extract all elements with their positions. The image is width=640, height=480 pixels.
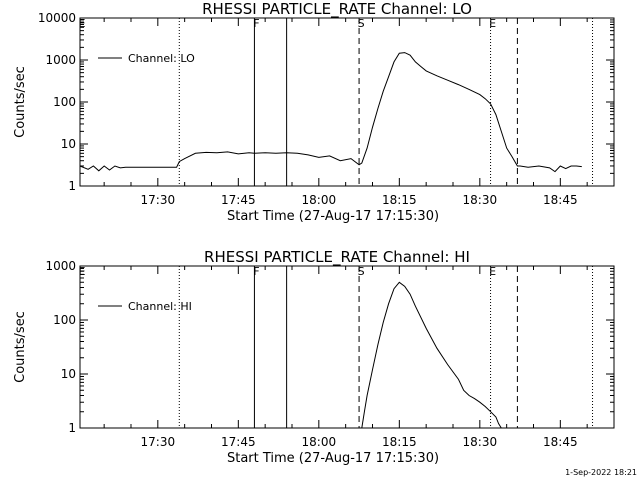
x-tick-label: 18:45 xyxy=(543,193,578,207)
plot-frame xyxy=(79,17,615,187)
x-tick-label: 18:15 xyxy=(382,435,417,449)
x-tick-label: 17:45 xyxy=(221,193,256,207)
time-marker-label: S xyxy=(358,265,365,278)
y-tick-label: 10 xyxy=(61,137,76,151)
series-layer xyxy=(361,281,502,429)
x-axis-ticks: 17:30 17:45 18:00 18:15 18:30 18:45 xyxy=(103,266,615,449)
x-tick-label: 17:30 xyxy=(141,193,176,207)
x-tick-label: 17:45 xyxy=(221,435,256,449)
x-tick-label: 18:30 xyxy=(463,193,498,207)
x-axis-ticks: 17:30 17:45 18:00 18:15 18:30 18:45 xyxy=(103,18,615,207)
chart-title: RHESSI PARTICLE_RATE Channel: LO xyxy=(202,0,472,19)
y-tick-label: 1000 xyxy=(45,53,76,67)
x-axis-label: Start Time (27-Aug-17 17:15:30) xyxy=(227,451,439,466)
y-axis-ticks: 1 10 100 1000 xyxy=(45,259,614,435)
x-tick-label: 18:45 xyxy=(543,435,578,449)
series-line-channel-hi xyxy=(361,281,502,429)
legend: Channel: HI xyxy=(98,300,192,313)
time-marker-label: E xyxy=(489,265,496,278)
y-axis-ticks: 1 10 100 1000 10000 xyxy=(38,11,614,193)
series-line-channel-lo xyxy=(79,52,582,173)
time-marker-label: F xyxy=(253,265,259,278)
y-tick-label: 1 xyxy=(68,421,76,435)
legend-label: Channel: LO xyxy=(128,52,195,65)
time-marker-label: E xyxy=(489,17,496,30)
y-tick-label: 100 xyxy=(53,95,76,109)
legend: Channel: LO xyxy=(98,52,195,65)
chart-title: RHESSI PARTICLE_RATE Channel: HI xyxy=(204,248,470,267)
series-layer xyxy=(79,52,582,173)
x-tick-label: 18:00 xyxy=(302,435,337,449)
x-tick-label: 18:00 xyxy=(302,193,337,207)
time-marker-label: E xyxy=(79,17,86,30)
y-tick-label: 10 xyxy=(61,367,76,381)
y-tick-label: 1000 xyxy=(45,259,76,273)
date-stamp: 1-Sep-2022 18:21 xyxy=(565,468,637,477)
time-marker-label: F xyxy=(253,17,259,30)
x-axis-label: Start Time (27-Aug-17 17:15:30) xyxy=(227,209,439,224)
y-tick-label: 1 xyxy=(68,179,76,193)
y-axis-label: Counts/sec xyxy=(13,311,28,383)
x-tick-label: 18:15 xyxy=(382,193,417,207)
y-tick-label: 100 xyxy=(53,313,76,327)
x-tick-label: 18:30 xyxy=(463,435,498,449)
y-tick-label: 10000 xyxy=(38,11,76,25)
legend-label: Channel: HI xyxy=(128,300,192,313)
x-tick-label: 17:30 xyxy=(141,435,176,449)
plot-frame xyxy=(79,265,615,429)
y-axis-label: Counts/sec xyxy=(13,66,28,138)
time-marker-label: S xyxy=(358,17,365,30)
